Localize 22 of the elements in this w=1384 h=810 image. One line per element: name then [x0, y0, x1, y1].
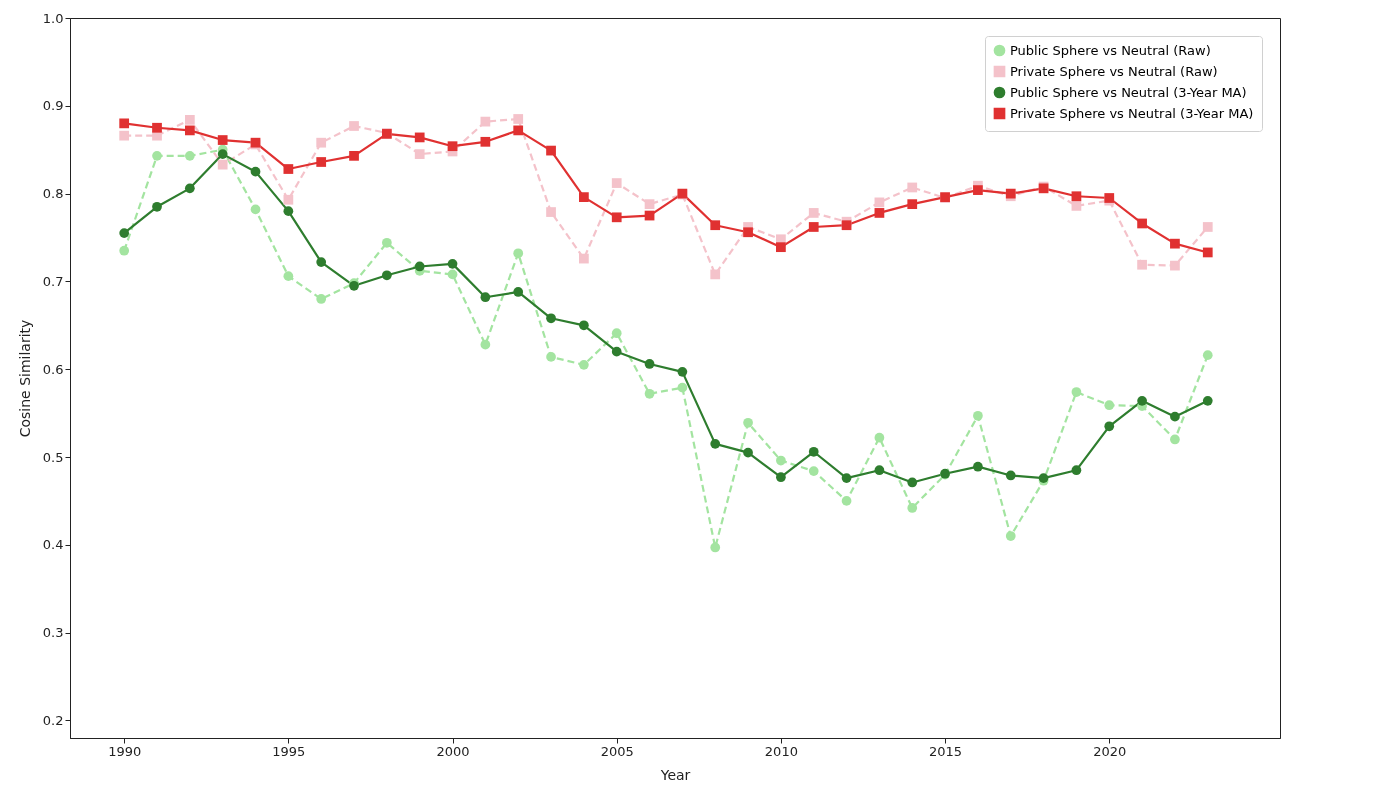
y-tick-label: 0.4 — [42, 537, 64, 553]
y-axis-title: Cosine Similarity — [16, 319, 33, 438]
y-tick-label: 0.6 — [42, 361, 64, 377]
y-tick-label: 0.7 — [42, 273, 64, 289]
x-tick-label: 2020 — [1093, 743, 1127, 759]
y-tick-label: 0.9 — [42, 98, 64, 114]
x-tick-label: 2015 — [929, 743, 963, 759]
x-tick-label: 1990 — [108, 743, 142, 759]
x-tick-label: 2005 — [600, 743, 634, 759]
y-tick-label: 0.5 — [42, 449, 64, 465]
legend-label: Private Sphere vs Neutral (3-Year MA) — [1010, 105, 1254, 121]
x-tick-label: 2010 — [764, 743, 798, 759]
y-tick-label: 0.8 — [42, 186, 64, 202]
y-tick-label: 1.0 — [42, 10, 64, 26]
y-tick-label: 0.3 — [42, 625, 64, 641]
x-tick-label: 1995 — [272, 743, 306, 759]
x-axis-title: Year — [659, 766, 691, 783]
legend-label: Public Sphere vs Neutral (3-Year MA) — [1010, 84, 1247, 100]
y-tick-label: 0.2 — [42, 712, 64, 728]
x-tick-label: 2000 — [436, 743, 470, 759]
legend-label: Private Sphere vs Neutral (Raw) — [1010, 63, 1218, 79]
legend-label: Public Sphere vs Neutral (Raw) — [1010, 42, 1211, 58]
